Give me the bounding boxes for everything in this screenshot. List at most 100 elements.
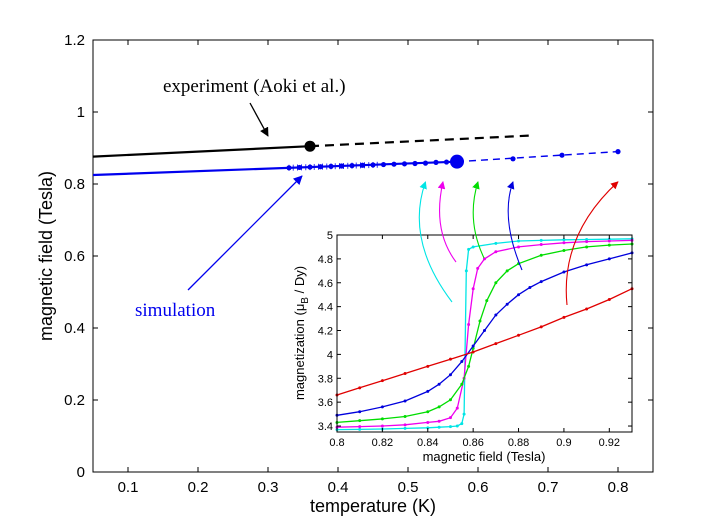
magenta-curve-connector-arrow [437,181,457,263]
magenta-curve-point [437,419,441,423]
green-curve-connector-arrow [472,181,485,259]
inset-y-tick-label: 4.8 [318,254,333,266]
cyan-curve-point [467,247,471,251]
green-curve-point [437,405,441,409]
inset-x-tick-label: 0.86 [462,437,483,449]
cyan-curve-point [517,239,521,243]
green-curve-point [505,269,509,273]
main-x-tick-label: 0.5 [398,479,419,496]
magenta-curve-point [403,423,407,427]
magenta-curve-line [336,239,633,428]
cyan-curve-line [336,238,633,431]
inset-plot: 0.8 0.82 0.84 0.86 0.88 0.9 0.92 3.4 3.6 3.8 4 4.2 4… [292,230,634,464]
magenta-curve-point [483,257,486,261]
simulation-dashed-line [456,150,619,163]
magenta-curve-point [517,245,521,249]
green-curve-point [478,319,482,323]
cyan-curve-point [462,412,466,416]
magenta-curve-point [448,416,452,420]
blue-curve-point [380,405,384,409]
green-curve-point [485,299,489,303]
simulation-point [559,152,565,158]
main-x-tick-label: 0.1 [118,479,139,496]
cyan-curve-point [471,245,475,249]
inset-x-tick-label: 0.92 [599,437,620,449]
blue-curve-connector-arrow [507,181,523,271]
inset-y-tick-label: 4.6 [318,278,333,290]
blue-curve-point [437,382,441,386]
green-curve-point [562,249,566,253]
inset-y-tick-label: 4 [327,349,333,361]
magenta-curve-point [539,243,543,247]
green-curve-point [403,414,407,418]
inset-x-axis-label: magnetic field (Tesla) [423,449,546,464]
experiment-marker [304,140,316,152]
simulation-point [391,161,397,167]
experiment-label: experiment (Aoki et al.) [163,76,346,97]
blue-curve-point [539,280,543,284]
blue-curve-point [358,410,362,414]
green-curve-point [448,398,452,402]
blue-curve-point [448,373,452,377]
inset-x-tick-label: 0.88 [508,437,529,449]
simulation-point [317,164,324,170]
main-y-tick-label: 0.6 [64,248,85,265]
main-x-tick-label: 0.7 [538,479,559,496]
main-y-tick-label: 0.2 [64,392,85,409]
magenta-curve-point [562,241,566,245]
green-curve-point [358,419,362,423]
main-y-tick-label: 0.8 [64,176,85,193]
magenta-curve-point [455,406,459,410]
simulation-point [422,160,429,166]
main-y-tick-label: 0 [77,464,85,481]
simulation-point [510,156,516,162]
cyan-curve-point [464,269,468,273]
red-curve-point [403,371,407,375]
inset-y-tick-label: 4.4 [318,302,333,314]
cyan-curve-connector-arrow [418,181,453,303]
main-y-tick-label: 0.4 [64,320,85,337]
blue-curve-point [471,344,475,348]
red-curve-point [448,357,452,361]
magenta-curve-point [585,240,589,244]
magenta-curve-point [471,287,475,291]
red-curve-point [585,307,589,311]
green-curve-line [336,243,633,424]
magenta-curve-point [476,266,480,270]
experiment-arrow [249,102,269,137]
inset-x-tick-label: 0.82 [372,437,393,449]
simulation-arrow [187,175,303,291]
magenta-curve-point [607,239,611,243]
simulation-point [412,160,418,167]
red-curve-point [471,350,475,354]
red-curve-line [336,288,633,396]
cyan-curve-point [448,425,452,429]
green-curve-point [539,253,543,257]
green-curve-point [494,281,498,285]
green-curve-point [467,364,471,368]
inset-background [337,235,632,432]
cyan-curve-point [494,241,498,245]
magenta-curve-point [467,323,471,327]
inset-y-tick-label: 5 [327,230,333,242]
red-curve-point [380,379,384,383]
experiment-solid-line [92,145,311,158]
main-y-axis-label: magnetic field (Tesla) [36,171,56,341]
green-curve-point [460,382,464,386]
blue-curve-point [607,257,611,261]
red-curve-connector-arrow [565,181,619,306]
cyan-curve-point [426,426,430,430]
main-plot: 0.1 0.2 0.3 0.4 0.5 0.6 0.7 0.8 0 0.2 0.4 0.6 0.8 1 1.… [36,32,654,516]
red-curve-point [562,315,566,319]
inset-x-tick-label: 0.9 [556,437,571,449]
simulation-point [338,163,345,169]
blue-curve-point [403,399,407,403]
red-curve-point [539,325,543,329]
inset-y-tick-label: 3.6 [318,397,333,409]
magenta-curve-point [380,424,384,428]
blue-curve-point [517,293,521,297]
blue-curve-point [562,270,566,274]
inset-y-tick-label: 3.4 [318,421,333,433]
green-curve-point [585,245,589,249]
